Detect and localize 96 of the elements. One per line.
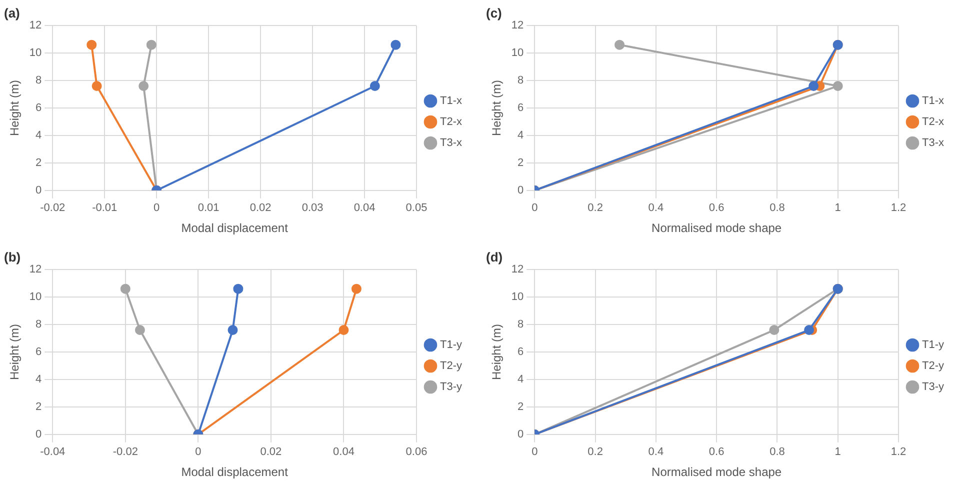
- x-tick-label: 0.2: [588, 202, 603, 214]
- y-tick-label: 2: [518, 400, 524, 413]
- y-tick-label: 0: [36, 428, 42, 440]
- point: [769, 325, 780, 336]
- x-tick-label: 0.02: [260, 446, 282, 458]
- x-tick-label: 0: [532, 202, 538, 214]
- legend-label: T1-x: [922, 95, 944, 108]
- x-tick-label: 0.4: [648, 202, 664, 214]
- chart-title: (a): [4, 5, 20, 20]
- point: [338, 325, 349, 336]
- y-tick-label: 2: [36, 156, 42, 169]
- y-axis-title: Height (m): [490, 324, 504, 380]
- point: [138, 81, 149, 92]
- point: [228, 325, 238, 336]
- point: [832, 81, 843, 92]
- y-tick-label: 8: [36, 74, 42, 87]
- x-tick-label: 0.01: [198, 202, 220, 214]
- x-tick-label: 1: [834, 202, 841, 214]
- y-tick-label: 6: [36, 346, 42, 358]
- point: [808, 81, 819, 92]
- y-axis-title: Height (m): [490, 80, 504, 136]
- legend-label: T3-x: [922, 137, 944, 150]
- y-tick-label: 10: [29, 47, 42, 60]
- x-tick-label: 0.8: [770, 202, 785, 214]
- x-tick-label: 0: [154, 202, 160, 214]
- x-tick-label: 0.04: [354, 202, 376, 214]
- y-tick-label: 2: [36, 400, 42, 413]
- legend-label: T1-y: [440, 339, 462, 352]
- y-tick-label: 4: [518, 130, 524, 142]
- legend-label: T1-x: [440, 95, 462, 108]
- point: [370, 81, 380, 92]
- x-tick-label: 0.4: [648, 446, 664, 458]
- x-tick-label: -0.02: [112, 446, 138, 458]
- point: [86, 40, 97, 50]
- x-tick-label: 0.02: [250, 202, 272, 214]
- point: [120, 284, 130, 294]
- x-tick-label: 1.2: [890, 202, 906, 214]
- y-tick-label: 12: [29, 20, 42, 32]
- y-axis-title: Height (m): [8, 324, 22, 380]
- y-tick-label: 4: [36, 130, 42, 142]
- y-tick-label: 12: [29, 264, 42, 276]
- point: [390, 40, 401, 50]
- x-tick-label: -0.04: [40, 446, 66, 458]
- y-tick-label: 8: [518, 318, 524, 331]
- y-tick-label: 12: [511, 20, 524, 32]
- y-tick-label: 0: [518, 184, 524, 196]
- legend-label: T3-x: [440, 137, 462, 150]
- point: [351, 284, 362, 294]
- x-tick-label: 1.2: [890, 446, 906, 458]
- y-tick-label: 8: [36, 318, 42, 331]
- y-tick-label: 10: [511, 47, 524, 60]
- point: [92, 81, 102, 92]
- y-tick-label: 4: [36, 374, 42, 386]
- x-tick-label: 0: [195, 446, 202, 458]
- x-tick-label: 0.03: [302, 202, 324, 214]
- point: [233, 284, 244, 294]
- y-tick-label: 0: [518, 428, 524, 440]
- point: [146, 40, 156, 50]
- x-tick-label: -0.01: [92, 202, 118, 214]
- x-tick-label: 0.6: [708, 446, 724, 458]
- x-axis-title: Modal displacement: [181, 221, 289, 236]
- x-axis-title: Modal displacement: [181, 465, 289, 480]
- legend-label: T2-x: [440, 116, 462, 128]
- legend-label: T1-y: [922, 339, 944, 352]
- y-tick-label: 6: [36, 102, 42, 114]
- point: [804, 325, 814, 336]
- x-tick-label: 0: [532, 446, 538, 458]
- y-tick-label: 12: [511, 264, 524, 276]
- y-tick-label: 6: [518, 102, 524, 114]
- x-tick-label: 0.8: [770, 446, 785, 458]
- y-tick-label: 10: [29, 291, 42, 304]
- legend-label: T3-y: [440, 381, 462, 394]
- legend-label: T2-x: [922, 116, 944, 128]
- x-axis-title: Normalised mode shape: [652, 221, 782, 236]
- y-tick-label: 0: [36, 184, 42, 196]
- x-tick-label: 1: [834, 446, 841, 458]
- x-tick-label: 0.06: [406, 446, 428, 458]
- chart-title: (d): [486, 249, 503, 264]
- chart-title: (b): [4, 249, 21, 264]
- y-tick-label: 2: [518, 156, 524, 169]
- legend-label: T3-y: [922, 381, 944, 394]
- point: [134, 325, 145, 336]
- y-tick-label: 8: [518, 74, 524, 87]
- y-tick-label: 10: [511, 291, 524, 304]
- x-tick-label: 0.6: [708, 202, 724, 214]
- x-tick-label: 0.04: [333, 446, 354, 458]
- legend-label: T2-y: [440, 360, 462, 372]
- x-tick-label: 0.05: [406, 202, 428, 214]
- chart-title: (c): [486, 5, 502, 20]
- x-tick-label: -0.02: [40, 202, 66, 214]
- y-axis-title: Height (m): [8, 80, 22, 136]
- y-tick-label: 4: [518, 374, 524, 386]
- x-tick-label: 0.2: [588, 446, 603, 458]
- x-axis-title: Normalised mode shape: [652, 465, 782, 480]
- legend-label: T2-y: [922, 360, 944, 372]
- y-tick-label: 6: [518, 346, 524, 358]
